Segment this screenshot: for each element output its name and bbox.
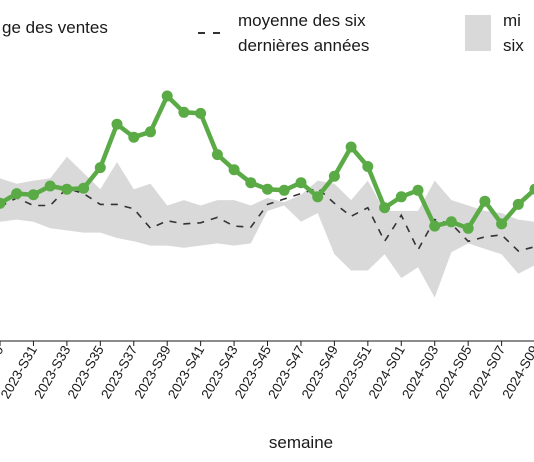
plot-area	[0, 90, 534, 298]
min-max-band	[0, 156, 534, 298]
sales-point	[245, 177, 257, 189]
sales-point	[429, 220, 441, 232]
sales-point	[0, 197, 6, 209]
x-axis-title: semaine	[269, 433, 333, 452]
sales-point	[362, 161, 374, 172]
sales-point	[262, 183, 273, 195]
sales-point	[94, 162, 106, 174]
legend: ge des ventes moyenne des six dernières …	[2, 11, 524, 55]
legend-label-average-line2: dernières années	[238, 36, 369, 55]
x-axis-ticks: 2023-S292023-S312023-S332023-S352023-S37…	[0, 341, 534, 401]
sales-point	[462, 222, 474, 234]
sales-point	[479, 195, 491, 207]
sales-point	[44, 180, 56, 192]
sales-point	[128, 131, 140, 143]
sales-point	[145, 126, 156, 138]
sales-point	[445, 216, 457, 228]
sales-point	[529, 183, 534, 195]
legend-label-sales: ge des ventes	[2, 18, 108, 37]
sales-point	[78, 182, 90, 194]
sales-point	[395, 191, 407, 203]
legend-label-average-line1: moyenne des six	[238, 11, 366, 30]
legend-swatch-band	[465, 15, 491, 51]
sales-point	[312, 191, 324, 203]
sales-point	[11, 188, 23, 200]
sales-point	[111, 118, 123, 130]
sales-point	[61, 183, 73, 195]
legend-label-band-line1: mi	[503, 11, 521, 30]
sales-point	[161, 90, 173, 102]
sales-point	[295, 177, 307, 189]
sales-point	[512, 198, 524, 210]
sales-point	[412, 184, 424, 196]
sales-point	[278, 184, 290, 196]
sales-point	[27, 189, 39, 201]
sales-point	[345, 141, 357, 153]
sales-point	[195, 107, 207, 119]
legend-label-band-line2: six	[503, 36, 524, 55]
sales-point	[211, 149, 223, 161]
sales-point	[178, 106, 190, 118]
sales-point	[496, 218, 508, 230]
sales-point	[328, 170, 340, 182]
sales-point	[228, 164, 240, 176]
sales-point	[379, 202, 391, 214]
